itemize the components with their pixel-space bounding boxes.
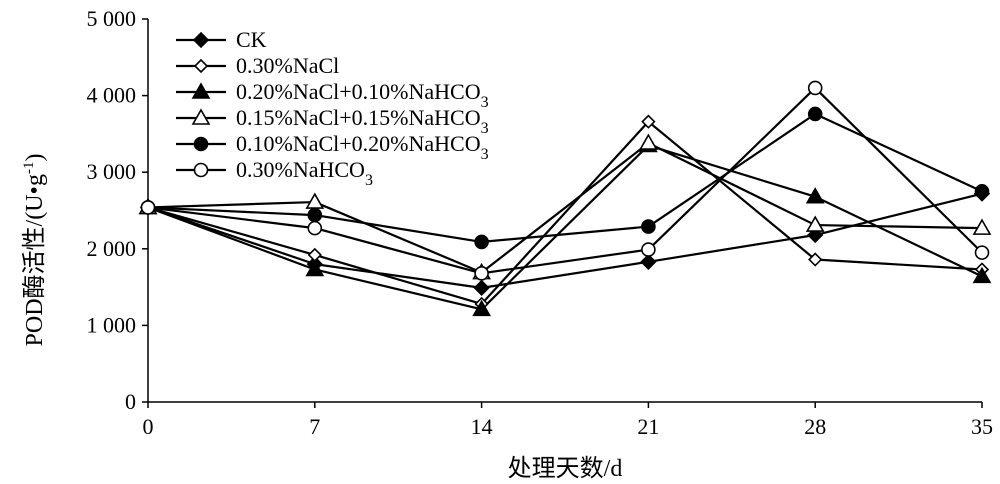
data-point-s6-x35 [974, 245, 990, 260]
series-line-3 [147, 144, 983, 311]
legend-marker-5 [193, 136, 209, 152]
y-axis-ticks: 0 1 000 2 000 3 000 4 000 5 000 [87, 6, 148, 414]
y-tick-label: 3 000 [87, 159, 137, 184]
legend-marker-4 [191, 108, 211, 125]
data-point-s4-x28 [805, 215, 825, 232]
legend-label-3: 0.20%NaCl+0.10%NaHCO3 [236, 79, 489, 111]
legend-label-4: 0.15%NaCl+0.15%NaHCO3 [236, 105, 489, 137]
data-point-s1-x21 [640, 253, 657, 270]
y-axis-label-close: ) [22, 154, 48, 162]
x-tick-label: 7 [309, 414, 320, 439]
data-point-s2-x21 [641, 114, 656, 129]
x-tick-label: 14 [471, 414, 493, 439]
series-line-5 [147, 112, 983, 244]
data-point-s5-x21 [641, 219, 656, 234]
y-axis-label-main: POD酶活性/(U•g [21, 174, 48, 346]
y-axis-label: POD酶活性/(U•g-1) [21, 154, 48, 347]
y-tick-label: 1 000 [87, 312, 137, 337]
data-point-s3-x7 [305, 259, 325, 277]
x-axis-label: 处理天数/d [508, 455, 623, 482]
legend: CK0.30%NaCl0.20%NaCl+0.10%NaHCO30.15%NaC… [176, 27, 489, 189]
legend-label-2: 0.30%NaCl [236, 53, 339, 78]
data-point-s3-x28 [805, 187, 825, 204]
legend-marker-2 [193, 58, 209, 74]
legend-marker-1 [192, 31, 210, 49]
y-tick-label: 5 000 [87, 6, 137, 31]
series-line-4 [147, 141, 983, 274]
x-tick-label: 35 [971, 414, 993, 439]
series-markers [138, 80, 992, 317]
legend-marker-6 [193, 162, 209, 178]
x-tick-label: 21 [637, 414, 659, 439]
data-point-s6-x14 [474, 266, 489, 281]
data-point-s5-x35 [974, 184, 990, 199]
data-point-s6-x7 [307, 220, 323, 236]
series-lines [147, 86, 983, 311]
data-point-s3-x14 [472, 299, 491, 317]
y-tick-label: 4 000 [87, 83, 137, 108]
y-tick-label: 2 000 [87, 236, 137, 261]
legend-label-6: 0.30%NaHCO3 [236, 157, 373, 189]
legend-label-5: 0.10%NaCl+0.20%NaHCO3 [236, 131, 489, 163]
data-point-s5-x28 [807, 106, 823, 122]
y-axis-label-superscript: -1 [21, 162, 37, 175]
legend-marker-3 [191, 82, 211, 99]
data-point-s3-x35 [972, 266, 992, 284]
data-point-s5-x7 [307, 207, 323, 223]
data-point-s5-x14 [474, 234, 489, 250]
x-tick-label: 28 [804, 414, 826, 439]
data-point-s2-x7 [307, 247, 322, 263]
data-point-s4-x21 [639, 133, 658, 150]
data-point-s6-x21 [641, 242, 656, 257]
data-point-s4-x35 [972, 218, 992, 235]
x-tick-label: 0 [143, 414, 154, 439]
data-point-s6-x28 [807, 80, 823, 96]
data-point-s1-x14 [473, 279, 490, 296]
y-tick-label: 0 [125, 389, 136, 414]
data-point-s2-x28 [808, 252, 823, 267]
legend-label-1: CK [236, 27, 267, 52]
data-point-s6-x0 [140, 200, 156, 215]
series-line-2 [147, 120, 983, 306]
series-line-6 [147, 86, 983, 275]
series-line-1 [147, 192, 983, 289]
data-point-s4-x7 [305, 192, 325, 209]
x-axis-ticks: 0 7 14 21 28 35 [143, 402, 993, 439]
